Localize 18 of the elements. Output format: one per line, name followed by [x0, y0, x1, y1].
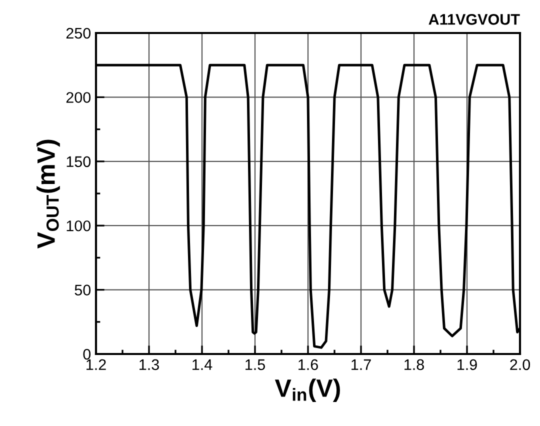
- x-tick-label: 1.8: [404, 359, 424, 370]
- y-tick-label: 200: [66, 92, 91, 103]
- x-axis-title: V$_{in}$(V): [274, 378, 340, 402]
- x-tick-label: 1.6: [298, 359, 318, 370]
- x-tick-label: 1.7: [352, 359, 371, 370]
- x-tick-label: 1.3: [140, 359, 159, 370]
- x-tick-label: 1.4: [192, 359, 212, 370]
- y-tick-label: 250: [66, 28, 91, 39]
- y-tick-label: 100: [66, 220, 91, 232]
- chart-title: A11VGVOUT: [428, 14, 520, 25]
- y-tick-label: 50: [74, 284, 91, 296]
- x-tick-label: 1.2: [86, 359, 106, 370]
- y-axis-title: V$_{OUT}$(mV): [36, 140, 60, 248]
- x-tick-label: 2.0: [510, 359, 530, 370]
- x-tick-label: 1.9: [458, 359, 477, 370]
- x-tick-label: 1.5: [246, 359, 265, 370]
- y-tick-label: 0: [83, 348, 91, 360]
- y-tick-label: 150: [66, 156, 91, 168]
